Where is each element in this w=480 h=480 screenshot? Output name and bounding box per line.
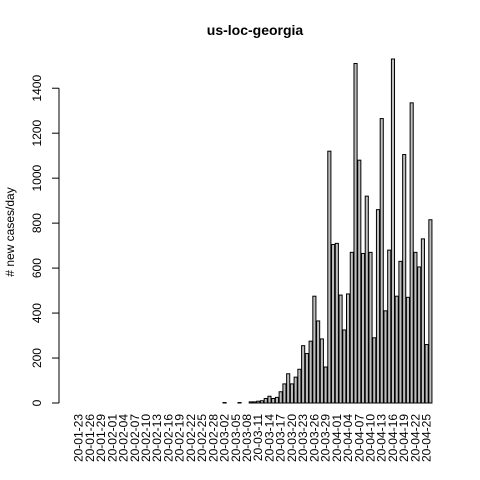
bar (349, 251, 354, 404)
bar (360, 252, 366, 404)
bar (428, 219, 433, 404)
bar (342, 329, 347, 404)
bar (316, 320, 321, 404)
y-tick-label: 1200 (30, 120, 44, 147)
bar (304, 353, 309, 404)
bar (375, 209, 381, 404)
x-tick-label: 20-02-13 (150, 414, 164, 462)
x-tick-label: 20-01-26 (83, 414, 97, 462)
bar (274, 396, 280, 404)
x-tick-label: 20-02-25 (195, 414, 209, 462)
x-tick-label: 20-03-23 (296, 414, 310, 462)
x-tick-label: 20-03-11 (251, 414, 265, 461)
y-tick-label: 1400 (30, 75, 44, 102)
x-tick-label: 20-01-29 (94, 414, 108, 462)
y-tick-label: 400 (30, 303, 44, 323)
bar (297, 368, 302, 404)
bar (293, 376, 298, 404)
x-tick-label: 20-01-23 (72, 414, 86, 462)
bar (338, 294, 343, 404)
x-tick-label: 20-02-01 (105, 414, 119, 462)
x-tick-label: 20-04-04 (341, 414, 355, 462)
bar (267, 395, 272, 404)
bar (263, 398, 268, 404)
bar (271, 398, 276, 404)
bar (286, 373, 291, 404)
bar (413, 251, 418, 404)
x-tick-label: 20-03-29 (319, 414, 333, 462)
bar (282, 383, 287, 404)
bar (256, 400, 261, 404)
bar (420, 238, 425, 404)
bar (402, 154, 407, 404)
y-axis-label: # new cases/day (3, 187, 17, 276)
bar (278, 391, 283, 404)
x-tick-label: 20-04-10 (364, 414, 378, 462)
bar (312, 295, 317, 404)
bar (319, 338, 324, 404)
bar (379, 118, 384, 404)
x-tick-label: 20-02-04 (117, 414, 131, 462)
bar (289, 383, 294, 404)
bar (394, 295, 399, 404)
bar (383, 310, 388, 404)
y-tick-label: 800 (30, 213, 44, 233)
bar (346, 293, 351, 404)
bar (259, 400, 265, 404)
x-tick-label: 20-03-26 (307, 414, 321, 462)
bar (409, 102, 414, 404)
x-tick-label: 20-04-16 (386, 414, 400, 462)
y-axis-ticks: 0 200 400 600 800 1000 1200 1400 (30, 75, 59, 406)
x-tick-label: 20-04-22 (408, 414, 422, 462)
bar (301, 345, 306, 404)
bar (334, 242, 339, 404)
x-tick-label: 20-02-28 (206, 414, 220, 462)
bar (390, 58, 396, 404)
bar (398, 260, 403, 404)
bars (222, 58, 433, 404)
x-tick-label: 20-02-07 (128, 414, 142, 462)
chart-title: us-loc-georgia (207, 22, 304, 38)
x-tick-label: 20-02-22 (184, 414, 198, 462)
bar (331, 243, 336, 404)
x-tick-label: 20-03-14 (262, 414, 276, 462)
x-tick-label: 20-02-19 (173, 414, 187, 462)
x-tick-label: 20-03-02 (218, 414, 232, 462)
y-tick-label: 600 (30, 258, 44, 278)
x-tick-label: 20-04-13 (375, 414, 389, 462)
bar (357, 159, 362, 404)
bar (323, 366, 328, 404)
x-tick-label: 20-02-16 (161, 414, 175, 462)
bar (327, 150, 332, 404)
bar (417, 266, 422, 404)
x-tick-label: 20-04-07 (352, 414, 366, 462)
bar (364, 195, 369, 404)
y-tick-label: 1000 (30, 164, 44, 191)
bar (248, 401, 253, 404)
x-tick-label: 20-03-20 (285, 414, 299, 462)
x-tick-label: 20-04-19 (397, 414, 411, 462)
bar (372, 337, 377, 404)
bar (308, 340, 313, 404)
y-tick-label: 0 (30, 399, 44, 406)
bar (368, 251, 373, 404)
bar (252, 401, 257, 404)
x-tick-label: 20-03-08 (240, 414, 254, 462)
x-tick-label: 20-03-17 (274, 414, 288, 462)
bar (424, 344, 429, 404)
x-axis-tick-labels: 20-01-2320-01-2620-01-2920-02-0120-02-04… (72, 414, 434, 462)
bar (405, 296, 410, 404)
x-tick-label: 20-03-05 (229, 414, 243, 462)
bar (387, 249, 392, 404)
y-tick-label: 200 (30, 348, 44, 368)
x-tick-label: 20-02-10 (139, 414, 153, 462)
x-tick-label: 20-04-01 (330, 414, 344, 462)
bar (353, 63, 358, 404)
x-tick-label: 20-04-25 (420, 414, 434, 462)
